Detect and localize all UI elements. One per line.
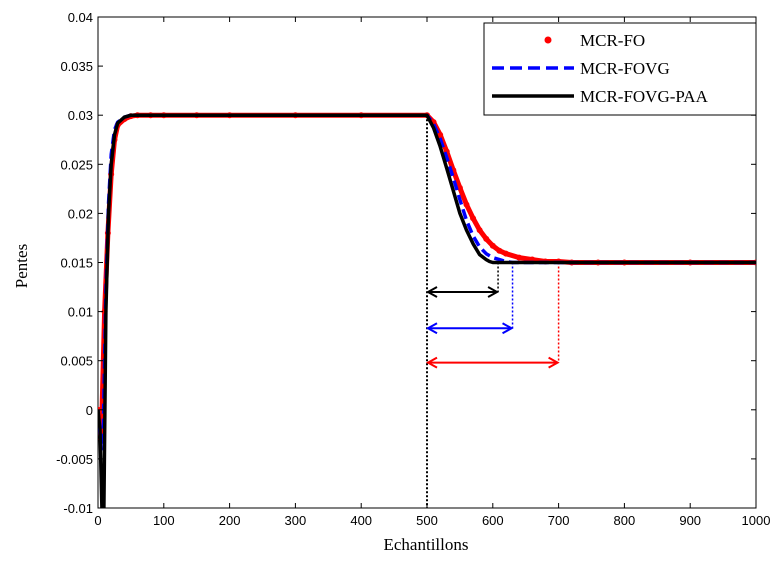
data-point [496, 247, 503, 254]
x-tick-label: 500 [416, 513, 438, 528]
legend-label: MCR-FOVG-PAA [580, 87, 709, 106]
x-tick-label: 600 [482, 513, 504, 528]
y-tick-label: 0.03 [68, 108, 93, 123]
arrow-head-right [487, 286, 500, 298]
annotations [425, 115, 560, 508]
y-tick-label: 0.04 [68, 10, 93, 25]
legend-label: MCR-FOVG [580, 59, 670, 78]
data-point [502, 250, 509, 257]
series-layer [98, 112, 756, 508]
arrow-head-right [502, 322, 514, 335]
series-mcr-fovg-paa [98, 113, 756, 508]
x-tick-label: 1000 [742, 513, 771, 528]
y-axis-label: Pentes [12, 244, 31, 288]
arrow-head-left [425, 356, 438, 369]
data-point [516, 254, 523, 261]
y-tick-label: 0 [86, 403, 93, 418]
y-tick-label: 0.015 [60, 256, 93, 271]
x-tick-label: 400 [350, 513, 372, 528]
legend: MCR-FO MCR-FOVG MCR-FOVG-PAA [483, 22, 757, 116]
y-tick-label: -0.01 [63, 501, 93, 516]
y-tick-label: 0.035 [60, 59, 93, 74]
x-tick-label: 300 [285, 513, 307, 528]
data-point [470, 215, 477, 222]
y-tick-label: 0.025 [60, 157, 93, 172]
data-point [489, 242, 496, 249]
x-axis-label: Echantillons [384, 535, 469, 554]
arrow-head-left [425, 286, 438, 298]
data-point [483, 235, 490, 242]
data-point [463, 201, 470, 208]
x-tick-label: 700 [548, 513, 570, 528]
x-tick-label: 0 [94, 513, 101, 528]
x-tick-label: 800 [614, 513, 636, 528]
arrow-head-left [425, 322, 438, 335]
legend-swatch-dot [544, 36, 552, 44]
series-line [98, 113, 756, 508]
x-tick-label: 900 [679, 513, 701, 528]
x-tick-label: 200 [219, 513, 241, 528]
y-tick-label: 0.005 [60, 354, 93, 369]
y-tick-label: 0.01 [68, 305, 93, 320]
y-tick-label: 0.02 [68, 206, 93, 221]
arrow-head-right [548, 356, 560, 369]
axes: 0 100 200 300 400 500 600 700 800 900 1000 -0.01 -0.… [56, 10, 770, 528]
x-tick-label: 100 [153, 513, 175, 528]
legend-label: MCR-FO [580, 31, 645, 50]
data-point [476, 227, 483, 234]
data-point [437, 131, 444, 138]
y-tick-label: -0.005 [56, 452, 93, 467]
